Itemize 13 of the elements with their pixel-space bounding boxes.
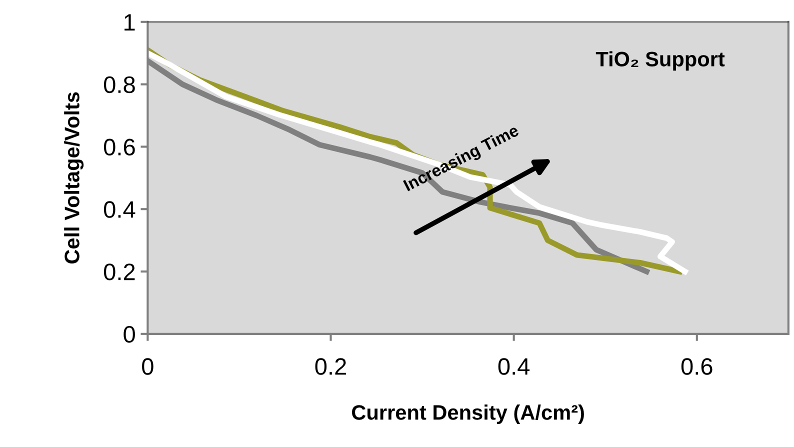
y-tick-label: 0.6 bbox=[104, 138, 135, 156]
x-tick-label: 0 bbox=[142, 358, 154, 375]
text: TiO₂ Support bbox=[596, 51, 725, 71]
x-tick-label: 0.4 bbox=[498, 358, 530, 375]
y-tick-label: 0 bbox=[124, 326, 135, 343]
x-axis-title: Current Density (A/cm²) bbox=[352, 404, 584, 424]
y-tick-label: 0.8 bbox=[104, 76, 135, 94]
y-tick-label: 0.4 bbox=[104, 201, 136, 218]
x-tick-label: 0.2 bbox=[315, 358, 346, 375]
y-tick-label: 0.2 bbox=[104, 264, 135, 280]
y-tick-label: 1 bbox=[124, 14, 135, 30]
y-axis-title: Cell Voltage/Volts bbox=[64, 92, 84, 264]
x-tick-label: 0.6 bbox=[681, 358, 712, 375]
